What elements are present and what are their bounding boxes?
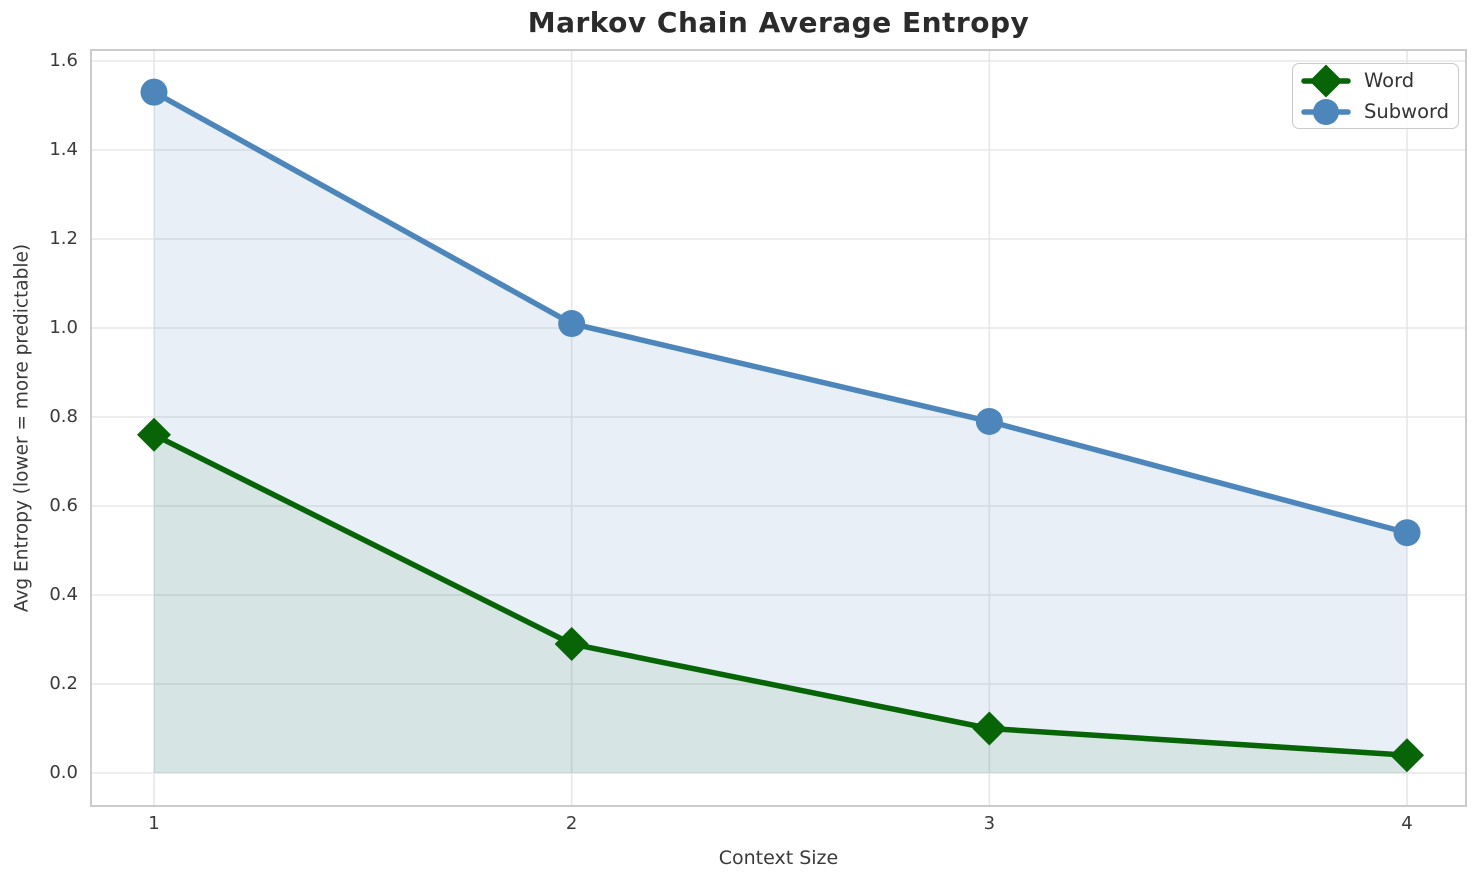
legend-item-subword: Subword [1293, 96, 1458, 127]
y-tick-label: 0.0 [49, 762, 78, 783]
y-tick-label: 1.0 [49, 317, 78, 338]
y-tick-label: 0.6 [49, 495, 78, 516]
y-tick-label: 1.2 [49, 228, 78, 249]
y-axis-ticks: 0.0 0.2 0.4 0.6 0.8 1.0 1.2 1.4 1.6 [0, 0, 80, 885]
chart-title: Markov Chain Average Entropy [527, 6, 1030, 39]
x-tick-label: 3 [983, 813, 996, 834]
y-tick-label: 1.6 [49, 50, 78, 71]
legend-label-word: Word [1364, 69, 1415, 92]
legend-item-word: Word [1293, 64, 1458, 97]
y-tick-label: 1.4 [49, 139, 78, 160]
word-diamond-marker-icon [1301, 64, 1351, 97]
x-tick-label: 1 [148, 813, 160, 834]
x-axis-label: Context Size [718, 847, 839, 869]
y-tick-label: 0.8 [49, 406, 78, 427]
subword-circle-marker-icon [1301, 98, 1351, 125]
legend-label-subword: Subword [1364, 100, 1450, 123]
legend: Word Subword [1292, 63, 1459, 129]
x-tick-label: 2 [565, 813, 578, 834]
y-tick-label: 0.4 [49, 584, 78, 605]
x-tick-label: 4 [1401, 813, 1413, 834]
y-tick-label: 0.2 [49, 673, 78, 694]
